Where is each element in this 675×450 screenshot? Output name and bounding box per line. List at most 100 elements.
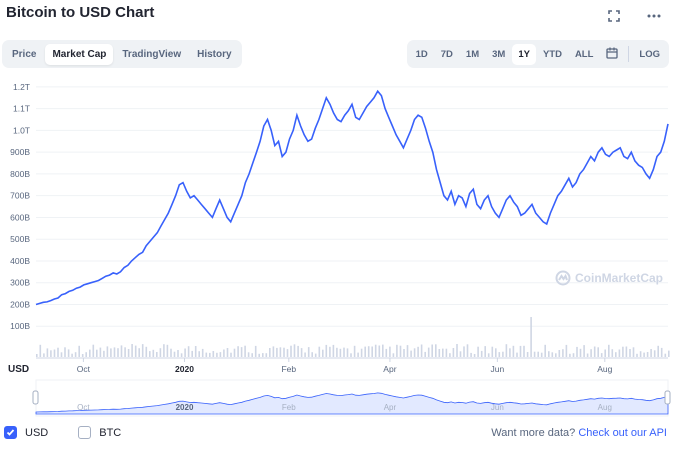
volume-bar <box>403 349 405 357</box>
volume-bar <box>254 345 257 357</box>
calendar-icon[interactable] <box>600 42 624 67</box>
volume-bar <box>604 349 606 357</box>
volume-bar <box>226 348 229 357</box>
volume-bar <box>519 345 522 357</box>
navigator-left-handle[interactable] <box>32 390 39 405</box>
volume-bar <box>445 348 448 357</box>
y-tick-label: 300B <box>10 278 30 288</box>
volume-bar <box>371 346 373 357</box>
volume-bar <box>247 352 250 357</box>
volume-bar <box>502 351 504 357</box>
y-tick-label: 400B <box>10 256 30 266</box>
volume-bar <box>523 345 525 357</box>
volume-bar <box>357 352 359 357</box>
volume-bar <box>46 348 49 357</box>
btc-label: BTC <box>99 426 122 439</box>
volume-bar <box>124 347 126 357</box>
volume-bar <box>152 349 155 357</box>
navigator-x-tick-label: Jun <box>491 403 504 412</box>
market-cap-chart[interactable]: 100B 200B 300B 400B 500B 600B 700B 800B 900B 1.0T… <box>0 0 675 420</box>
coinmarketcap-watermark: CoinMarketCap <box>555 270 663 286</box>
check-icon <box>6 429 15 436</box>
range-1y[interactable]: 1Y <box>512 43 536 65</box>
log-scale-toggle[interactable]: LOG <box>639 48 660 60</box>
y-tick-label: 1.2T <box>13 82 30 92</box>
volume-bar <box>293 344 296 357</box>
volume-bar <box>272 346 275 357</box>
navigator-x-tick-label: Oct <box>77 403 90 412</box>
navigator-x-tick-label: Feb <box>282 403 296 412</box>
volume-bar <box>558 350 561 357</box>
range-1m[interactable]: 1M <box>465 48 480 60</box>
volume-bar <box>57 347 59 357</box>
tab-history[interactable]: History <box>197 48 232 60</box>
x-tick-label: Oct <box>77 364 91 374</box>
volume-bar <box>449 353 451 357</box>
volume-bar <box>435 344 437 357</box>
usd-checkbox[interactable] <box>4 426 17 439</box>
volume-bar <box>484 346 486 357</box>
volume-bar <box>537 351 539 357</box>
volume-bar <box>81 354 84 357</box>
navigator-right-handle[interactable] <box>664 390 671 405</box>
volume-bar <box>396 344 398 357</box>
volume-bar <box>237 346 239 357</box>
volume-bar <box>300 348 303 357</box>
volume-bar <box>487 353 490 357</box>
volume-bar <box>244 345 246 357</box>
volume-bar <box>262 353 264 357</box>
volume-bar <box>322 349 324 357</box>
volume-bar <box>173 351 176 357</box>
volume-bar <box>113 347 116 357</box>
tab-price[interactable]: Price <box>12 48 37 60</box>
volume-bar <box>325 344 328 357</box>
volume-bar <box>417 346 419 357</box>
api-link[interactable]: Check out our API <box>578 427 667 439</box>
volume-bar <box>64 347 66 357</box>
volume-bar <box>424 351 426 357</box>
volume-bar <box>385 348 388 357</box>
navigator[interactable]: Oct 2020 Feb Apr Jun Aug <box>32 379 671 417</box>
volume-bar <box>92 344 95 357</box>
volume-bar <box>219 352 222 357</box>
volume-bar <box>339 348 342 357</box>
volume-bar <box>657 345 659 357</box>
volume-bar <box>138 348 140 357</box>
volume-bar <box>367 346 370 357</box>
tab-tradingview[interactable]: TradingView <box>122 48 182 60</box>
volume-bar <box>318 346 321 357</box>
volume-bar <box>643 352 645 357</box>
volume-bar <box>378 345 381 357</box>
volume-bar <box>544 344 546 357</box>
range-3m[interactable]: 3M <box>492 48 506 60</box>
volume-bar <box>223 349 225 357</box>
range-7d[interactable]: 7D <box>440 48 453 60</box>
tab-market-cap[interactable]: Market Cap <box>45 43 114 65</box>
more-options-icon[interactable] <box>645 8 663 24</box>
volume-bar <box>392 353 395 357</box>
btc-checkbox[interactable] <box>78 426 92 439</box>
volume-bar <box>149 351 151 357</box>
volume-bar <box>198 351 200 357</box>
volume-bar <box>442 348 444 357</box>
volume-bar <box>216 352 218 357</box>
volume-bar <box>593 346 596 357</box>
volume-bar <box>336 347 338 357</box>
volume-bar <box>163 344 165 357</box>
time-range-tabs: 1D 7D 1M 3M 1Y YTD ALL LOG <box>406 40 669 68</box>
volume-bar <box>639 351 642 357</box>
range-all[interactable]: ALL <box>574 48 594 60</box>
volume-bar <box>562 349 564 357</box>
range-ytd[interactable]: YTD <box>542 48 562 60</box>
volume-bar <box>668 350 670 357</box>
chart-type-tabs: Price Market Cap TradingView History <box>2 40 242 68</box>
volume-bar <box>431 344 433 357</box>
volume-bar <box>533 351 536 357</box>
volume-bar <box>332 344 335 357</box>
volume-bar <box>127 349 130 357</box>
volume-bar <box>36 354 38 357</box>
fullscreen-icon[interactable] <box>605 8 623 24</box>
y-tick-label: 1.0T <box>13 125 30 135</box>
volume-bar <box>498 352 501 357</box>
range-1d[interactable]: 1D <box>415 48 428 60</box>
